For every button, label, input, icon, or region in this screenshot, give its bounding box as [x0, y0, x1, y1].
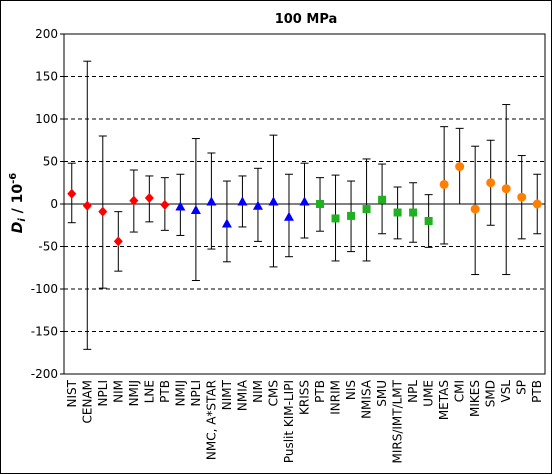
data-point-triangle: [175, 201, 186, 211]
data-point-circle: [532, 199, 542, 209]
data-point-circle: [439, 179, 449, 189]
data-point-circle: [486, 178, 496, 188]
x-axis: NIST CENAM NPLI NIM NMIJ LNE PTB NMIJ NPLI NMC, A…: [65, 379, 544, 463]
data-point-square: [316, 200, 325, 208]
data-point-triangle: [283, 211, 294, 221]
x-tick-label: NIMT: [220, 379, 234, 410]
x-tick-label: UME: [422, 380, 436, 407]
data-point-circle: [470, 204, 480, 214]
data-point-circle: [455, 162, 465, 172]
x-tick-label: NPLI: [96, 380, 110, 406]
x-tick-label: SMU: [375, 380, 389, 407]
y-tick-label: -200: [31, 367, 58, 381]
data-point-square: [347, 211, 356, 220]
x-tick-label: MIRS/IMT/LMT: [391, 379, 405, 463]
data-point-diamond: [113, 236, 123, 247]
data-point-square: [409, 208, 418, 217]
x-tick-label: CENAM: [80, 380, 94, 424]
y-tick-label: 100: [35, 112, 58, 126]
data-point-triangle: [206, 196, 217, 206]
y-tick-label: -50: [38, 240, 58, 254]
x-tick-label: NPL: [406, 380, 420, 403]
x-tick-label: NIST: [65, 379, 79, 407]
data-point-square: [424, 217, 433, 225]
x-tick-label: NPLI: [189, 380, 203, 406]
x-tick-label: NMISA: [360, 379, 374, 419]
data-point-square: [331, 214, 340, 223]
data-point-circle: [517, 192, 527, 202]
data-point-triangle: [237, 196, 248, 206]
data-point-triangle: [268, 196, 279, 206]
chart-title: 100 MPa: [275, 12, 338, 27]
x-tick-label: SMD: [484, 380, 498, 407]
x-tick-label: SP: [515, 380, 529, 395]
y-axis: -200 -150 -100 -50 0 50 100 150 200: [31, 27, 64, 381]
data-point-square: [393, 208, 402, 217]
data-point-diamond: [67, 188, 77, 199]
data-point-diamond: [129, 195, 139, 206]
x-tick-label: VSL: [499, 380, 513, 403]
data-point-diamond: [160, 199, 170, 210]
x-tick-label: INRIM: [329, 380, 343, 415]
x-tick-label: NIM: [251, 380, 265, 403]
data-point-triangle: [299, 196, 310, 206]
data-point-triangle: [252, 200, 263, 210]
x-tick-label: NMIJ: [127, 380, 141, 406]
y-axis-label: Di / 10-6: [8, 173, 28, 234]
x-tick-label: NIM: [111, 380, 125, 403]
x-tick-label: NMC, A*STAR: [204, 380, 218, 460]
grid-lines: [64, 76, 545, 332]
x-tick-label: METAS: [437, 380, 451, 420]
data-point-triangle: [190, 204, 201, 214]
x-tick-label: MIKES: [468, 380, 482, 417]
y-tick-label: 150: [35, 70, 58, 84]
x-tick-label: Puslit KIM-LIPI: [282, 380, 296, 463]
data-point-triangle: [221, 218, 232, 228]
data-point-square: [362, 205, 371, 214]
x-tick-label: CMS: [266, 380, 280, 406]
y-tick-label: -150: [31, 325, 58, 339]
y-tick-label: 200: [35, 27, 58, 41]
data-point-circle: [501, 184, 511, 194]
y-tick-label: 50: [43, 155, 58, 169]
data-point-diamond: [98, 206, 108, 217]
x-tick-label: NMIJ: [173, 380, 187, 406]
x-tick-label: PTB: [313, 380, 327, 403]
x-tick-label: LNE: [142, 380, 156, 403]
data-point-diamond: [82, 200, 92, 211]
x-tick-label: KRISS: [298, 380, 312, 415]
y-tick-label: -100: [31, 282, 58, 296]
y-tick-label: 0: [50, 197, 58, 211]
x-tick-label: NIS: [344, 380, 358, 400]
x-tick-label: PTB: [158, 380, 172, 403]
x-tick-label: NMIA: [235, 379, 249, 411]
data-marks: [67, 60, 542, 350]
x-tick-label: CMI: [453, 380, 467, 402]
data-point-diamond: [144, 193, 154, 204]
data-point-square: [378, 195, 387, 204]
x-tick-label: PTB: [530, 380, 544, 403]
